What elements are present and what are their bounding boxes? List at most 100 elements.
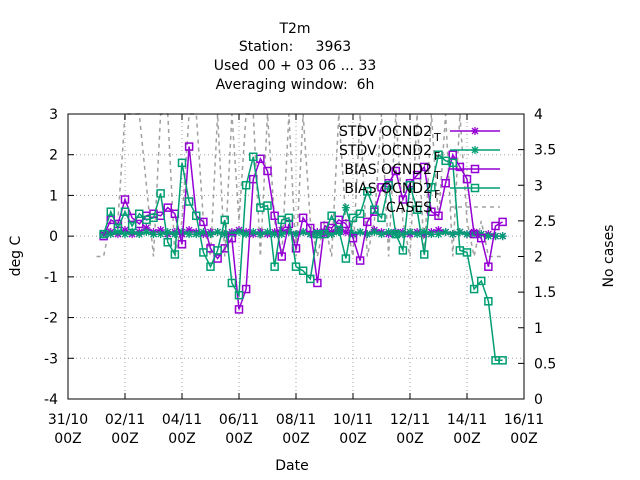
- data-point: [142, 228, 151, 237]
- data-point: [120, 207, 130, 216]
- y2-tick-label: 0: [534, 392, 543, 408]
- data-point: [298, 266, 308, 275]
- x-tick-label-date: 14/11: [447, 412, 487, 428]
- data-point: [391, 166, 400, 176]
- data-point: [242, 230, 251, 239]
- data-point: [249, 152, 258, 161]
- data-point: [235, 228, 243, 237]
- data-point: [477, 233, 486, 243]
- data-point: [405, 181, 415, 190]
- x-tick-label-date: 10/11: [333, 412, 373, 428]
- data-point: [220, 215, 229, 225]
- data-point: [99, 229, 108, 239]
- x-tick-label-hour: 00Z: [54, 431, 81, 447]
- data-point: [462, 174, 472, 184]
- data-point: [341, 219, 351, 229]
- data-point: [441, 178, 450, 188]
- series-cases: [96, 113, 503, 258]
- data-point: [156, 189, 165, 198]
- data-point: [256, 230, 265, 239]
- data-point: [292, 230, 300, 239]
- data-point: [363, 187, 372, 196]
- data-point: [177, 158, 187, 168]
- data-point: [391, 229, 400, 239]
- legend-marker: [471, 146, 479, 154]
- data-point: [462, 248, 472, 257]
- data-point: [341, 254, 351, 263]
- data-point: [192, 230, 201, 239]
- legend-label-subscript: T: [433, 131, 441, 144]
- data-point: [106, 207, 115, 216]
- series-bias-ocnd2-f: [99, 150, 507, 365]
- data-point: [149, 230, 158, 239]
- data-point: [477, 276, 486, 286]
- data-point: [163, 203, 172, 212]
- x-tick-label-date: 16/11: [504, 412, 544, 428]
- legend-label-subscript: F: [434, 188, 440, 201]
- y2-tick-label: 3.5: [534, 143, 556, 159]
- legend-label: STDV OCND2: [339, 143, 432, 159]
- data-point: [241, 284, 251, 294]
- legend-marker: [471, 127, 479, 135]
- data-point: [412, 205, 422, 214]
- x-tick-label-hour: 00Z: [396, 431, 423, 447]
- data-point: [192, 211, 201, 221]
- y-axis-label: deg C: [8, 235, 24, 276]
- x-tick-label-date: 12/11: [390, 412, 430, 428]
- x-tick-label-hour: 00Z: [168, 431, 195, 447]
- legend-entry: BIAS OCND2 T: [344, 162, 500, 182]
- x-tick-label-date: 31/10: [48, 412, 88, 428]
- data-point: [177, 240, 187, 249]
- data-point: [448, 158, 457, 168]
- series-layer: [96, 113, 507, 365]
- data-point: [377, 230, 386, 239]
- data-point: [427, 183, 436, 192]
- data-point: [298, 213, 308, 223]
- data-point: [199, 248, 208, 257]
- title-line-1: T2m: [278, 21, 310, 37]
- data-point: [420, 250, 429, 259]
- legend-label-subscript: F: [434, 150, 440, 163]
- axes: -4 -3 -2 -1 0 1 2 3 0 0.5 1 1.5 2 2.5 3 3.5 4 31/10 00Z 02/…: [44, 107, 556, 447]
- data-point: [377, 213, 386, 223]
- data-point: [384, 228, 393, 237]
- data-point: [206, 230, 215, 239]
- data-point: [384, 181, 393, 190]
- y-tick-label: -2: [44, 311, 58, 327]
- data-point: [334, 225, 343, 235]
- y-tick-label: 0: [49, 229, 58, 245]
- title-line-4: Averaging window: 6h: [216, 77, 375, 93]
- series-bias-ocnd2-t: [99, 142, 507, 314]
- data-point: [120, 195, 130, 204]
- data-point: [135, 230, 144, 239]
- data-point: [363, 217, 372, 227]
- data-point: [185, 230, 194, 239]
- data-point: [306, 223, 315, 233]
- data-point: [398, 195, 408, 204]
- data-point: [484, 262, 493, 271]
- legend-entry: STDV OCND2 F: [339, 143, 500, 163]
- data-point: [184, 197, 194, 206]
- data-point: [234, 290, 244, 300]
- data-point: [277, 252, 286, 261]
- series-line: [96, 113, 503, 258]
- data-point: [306, 274, 315, 284]
- data-point: [420, 162, 429, 172]
- data-point: [484, 232, 493, 241]
- y2-axis-label: No cases: [601, 225, 617, 288]
- legend-marker: [470, 183, 480, 193]
- y2-tick-label: 0.5: [534, 356, 556, 372]
- y2-tick-label: 1.5: [534, 285, 556, 301]
- data-point: [498, 356, 507, 365]
- legend-label: STDV OCND2: [339, 124, 432, 140]
- data-point: [263, 166, 272, 176]
- y-tick-label: -3: [44, 351, 58, 367]
- data-point: [398, 246, 408, 255]
- x-tick-label-date: 08/11: [276, 412, 316, 428]
- data-point: [263, 201, 272, 210]
- data-point: [434, 150, 443, 159]
- y-tick-label: -1: [44, 270, 58, 286]
- data-point: [484, 297, 493, 306]
